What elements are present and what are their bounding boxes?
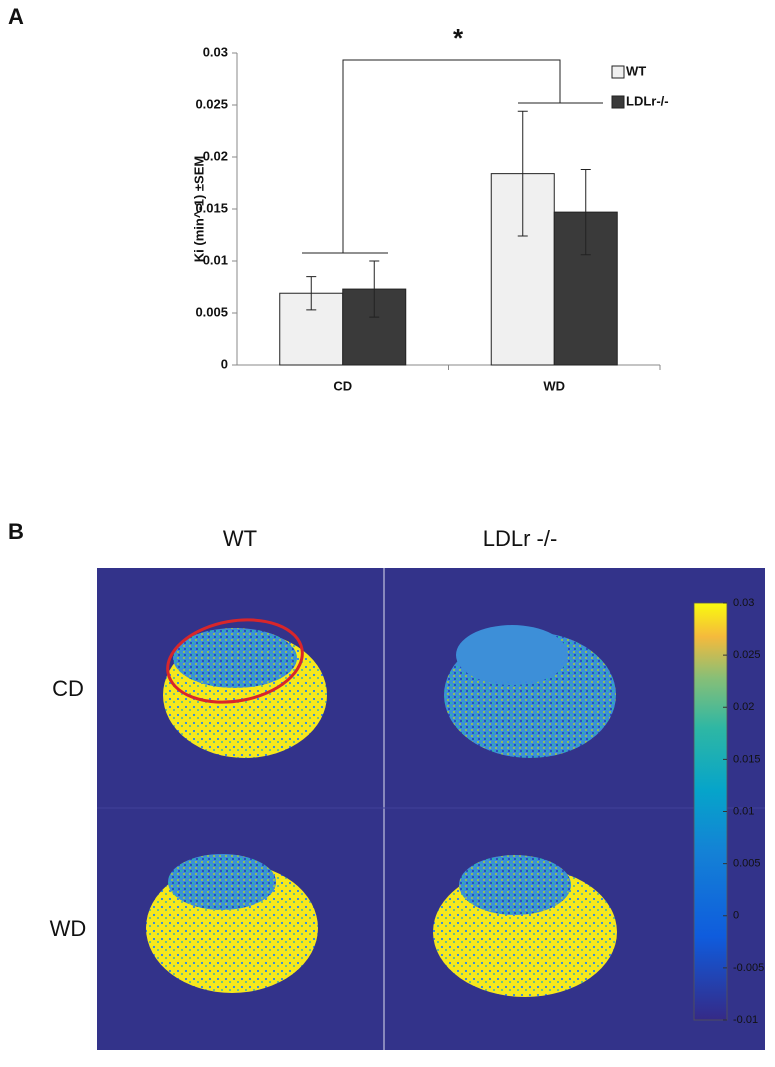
significance: * bbox=[453, 23, 464, 53]
colorbar-tick-label: 0.025 bbox=[733, 649, 761, 661]
colorbar-tick-label: 0.01 bbox=[733, 805, 754, 817]
y-tick-label: 0.025 bbox=[195, 96, 228, 111]
colorbar-tick-label: -0.01 bbox=[733, 1014, 758, 1026]
y-tick-label: 0.03 bbox=[203, 44, 228, 59]
column-label: WT bbox=[223, 526, 257, 551]
legend-label: WT bbox=[626, 63, 646, 78]
row-label: CD bbox=[52, 676, 84, 701]
error-bar bbox=[369, 260, 380, 318]
y-tick-label: 0.015 bbox=[195, 200, 228, 215]
panel-label: A bbox=[8, 4, 24, 29]
colorbar-tick-label: 0.015 bbox=[733, 753, 761, 765]
error-bar bbox=[517, 110, 528, 237]
colorbar bbox=[693, 602, 728, 1021]
colorbar-tick-label: -0.005 bbox=[733, 962, 764, 974]
y-axis-label: Ki (min^-1) ±SEM bbox=[191, 156, 206, 262]
image-grid bbox=[97, 568, 765, 1050]
colorbar-tick-label: 0.03 bbox=[733, 597, 754, 609]
x-tick-label: CD bbox=[333, 378, 352, 393]
error-bar bbox=[306, 276, 317, 311]
error-bar bbox=[580, 168, 591, 256]
colorbar-tick-label: 0.02 bbox=[733, 701, 754, 713]
x-tick-label: WD bbox=[543, 378, 565, 393]
panel-label: B bbox=[8, 519, 24, 544]
significance-bracket bbox=[302, 59, 603, 254]
legend-label: LDLr-/- bbox=[626, 93, 669, 108]
colorbar-tick-label: 0 bbox=[733, 910, 739, 922]
y-tick-label: 0.01 bbox=[203, 252, 228, 267]
y-tick-label: 0 bbox=[221, 356, 228, 371]
y-tick-label: 0.02 bbox=[203, 148, 228, 163]
row-label: WD bbox=[50, 916, 87, 941]
colorbar-tick-label: 0.005 bbox=[733, 858, 761, 870]
legend-swatch bbox=[611, 95, 625, 109]
legend-swatch bbox=[611, 65, 625, 79]
column-label: LDLr -/- bbox=[483, 526, 558, 551]
y-tick-label: 0.005 bbox=[195, 304, 228, 319]
